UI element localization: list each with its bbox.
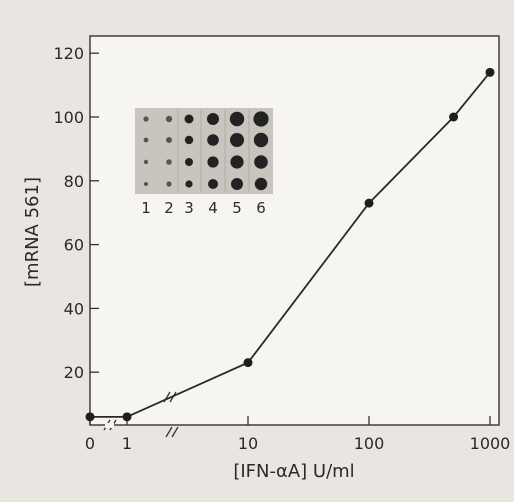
inset-lane-label-1: 1	[141, 199, 151, 217]
blot-spot	[254, 155, 268, 169]
y-tick-label-80: 80	[64, 172, 84, 191]
blot-spot	[207, 113, 219, 125]
blot-spot	[207, 134, 219, 146]
blot-spot	[143, 159, 149, 165]
x-tick-label-0: 0	[85, 434, 95, 453]
y-tick-label-40: 40	[64, 299, 84, 318]
x-axis-title: [IFN-αA] U/ml	[233, 461, 354, 482]
blot-spot	[207, 156, 219, 168]
x-tick-label-100: 100	[354, 434, 385, 453]
y-axis-title: [mRNA 561]	[22, 177, 43, 287]
inset-lane-label-4: 4	[208, 199, 218, 217]
axis-break-x-2	[165, 426, 179, 438]
blot-spot	[184, 114, 194, 124]
data-point-1000	[485, 67, 495, 77]
x-axis: 0 1 10 100 1000	[85, 416, 510, 453]
blot-spot	[165, 115, 173, 123]
series-line	[90, 71, 491, 418]
blot-spot	[166, 137, 172, 143]
inset-background	[135, 108, 273, 194]
inset-lane-label-3: 3	[184, 199, 194, 217]
data-point-10	[243, 358, 253, 368]
blot-spot	[143, 137, 149, 143]
blot-spot	[185, 158, 193, 166]
y-tick-label-20: 20	[64, 363, 84, 382]
blot-spot	[229, 111, 245, 127]
inset-lane-label-5: 5	[232, 199, 242, 217]
blot-spot	[166, 159, 172, 165]
blot-spot	[253, 111, 269, 127]
x-tick-label-1: 1	[122, 434, 132, 453]
data-series	[85, 67, 495, 422]
blot-spot	[231, 178, 243, 190]
blot-spot	[253, 132, 269, 148]
blot-spot	[208, 179, 218, 189]
data-point-0	[85, 412, 95, 422]
blot-spot	[254, 177, 268, 191]
blot-spot	[230, 155, 244, 169]
blot-spot	[184, 135, 194, 145]
blot-spot	[166, 181, 172, 187]
y-tick-label-100: 100	[53, 108, 84, 127]
inset-lane-label-2: 2	[164, 199, 174, 217]
inset-lane-label-6: 6	[256, 199, 266, 217]
x-tick-label-10: 10	[238, 434, 258, 453]
data-point-500	[449, 112, 459, 122]
axis-break-x	[103, 419, 117, 431]
plot-area	[89, 35, 500, 426]
blot-spot	[144, 182, 148, 186]
y-axis: 20 40 60 80 100 120	[53, 44, 99, 382]
blot-spot	[230, 133, 244, 147]
y-tick-label-60: 60	[64, 236, 84, 255]
data-point-100	[364, 198, 374, 208]
blot-spot	[143, 116, 149, 122]
data-point-1	[122, 412, 132, 422]
y-tick-label-120: 120	[53, 44, 84, 63]
blot-spot	[185, 180, 193, 188]
x-tick-label-1000: 1000	[470, 434, 511, 453]
